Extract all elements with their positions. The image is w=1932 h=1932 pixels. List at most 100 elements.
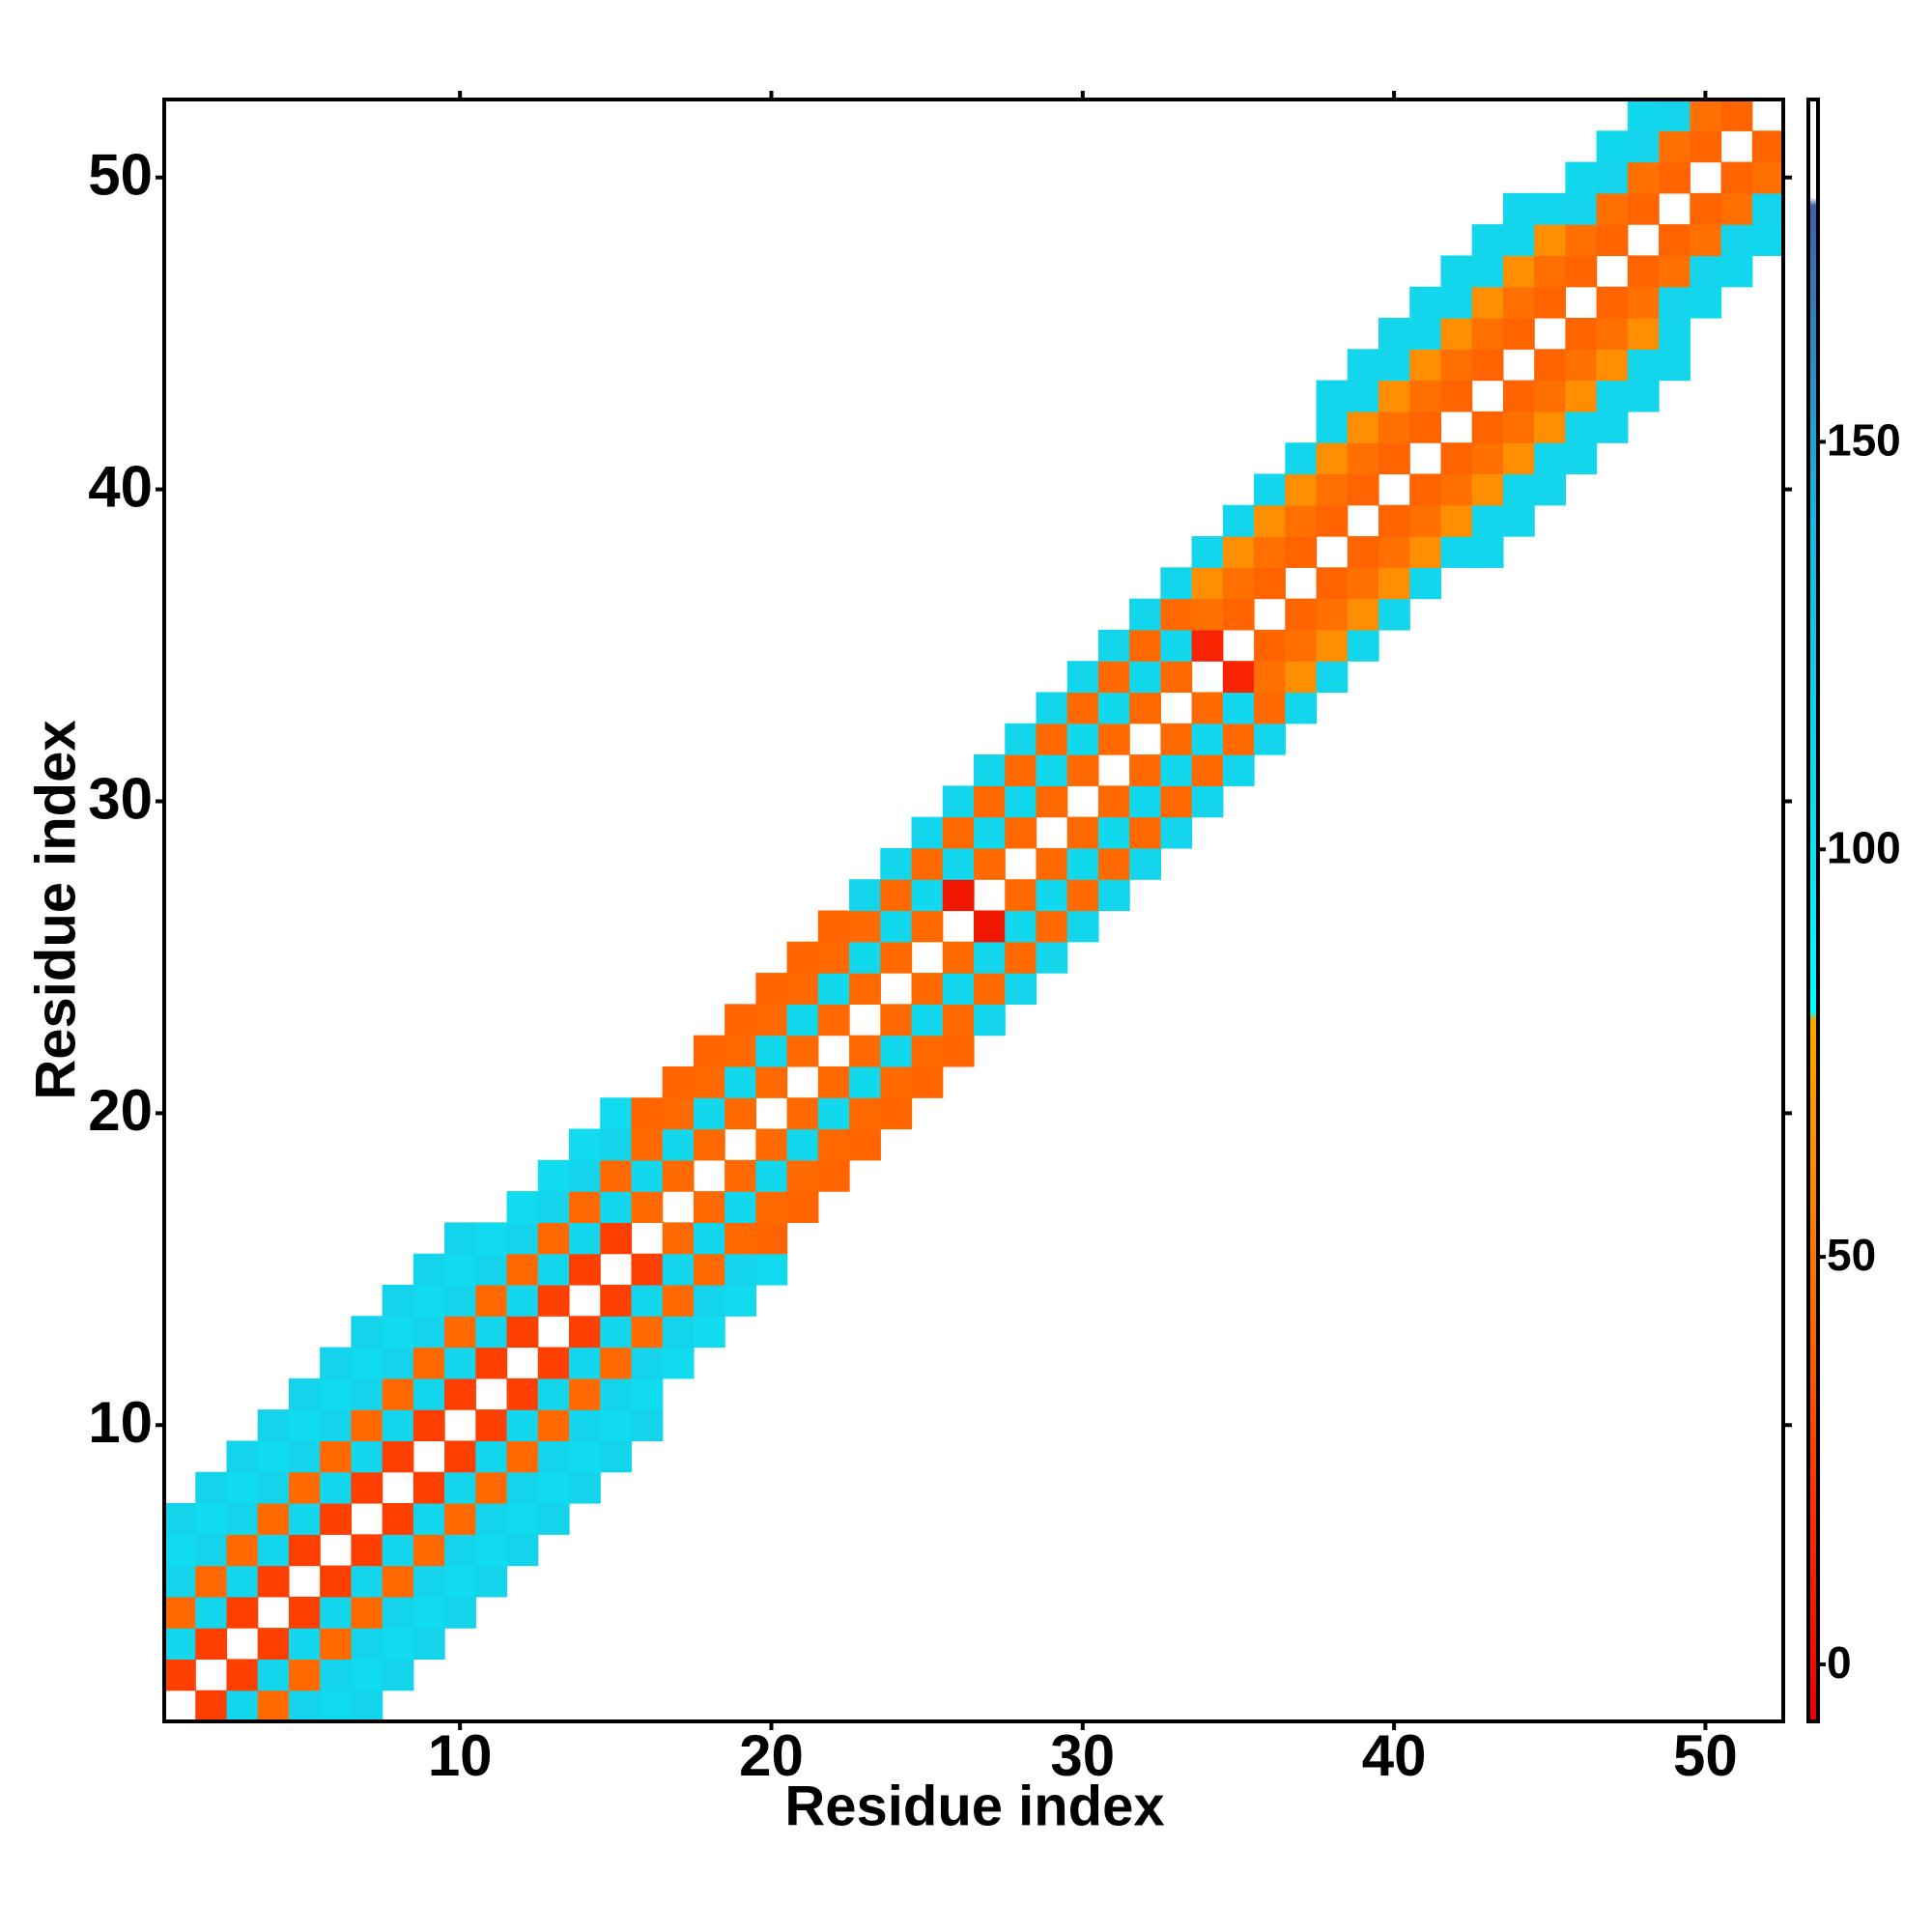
heatmap-cell — [1005, 754, 1037, 786]
heatmap-cell — [382, 1502, 414, 1535]
heatmap-cell — [755, 1159, 788, 1192]
heatmap-cell — [1378, 380, 1410, 412]
heatmap-cell — [412, 1316, 445, 1349]
heatmap-cell — [600, 1222, 633, 1255]
heatmap-cell — [1690, 224, 1722, 257]
heatmap-cell — [1347, 442, 1379, 475]
heatmap-cell — [1596, 224, 1629, 257]
heatmap-cell — [1378, 536, 1410, 568]
heatmap-cell — [475, 1502, 508, 1535]
heatmap-cell — [1409, 380, 1442, 412]
heatmap-cell — [257, 1659, 290, 1691]
heatmap-cell — [412, 1378, 445, 1410]
heatmap-cell — [164, 1565, 196, 1598]
heatmap-cell — [911, 910, 944, 943]
heatmap-cell — [1409, 473, 1442, 506]
heatmap-cell — [1471, 318, 1504, 350]
heatmap-cell — [1036, 754, 1068, 786]
heatmap-cell — [880, 1065, 913, 1098]
heatmap-cell — [1254, 661, 1286, 694]
heatmap-cell — [1378, 411, 1410, 443]
heatmap-cell — [288, 1690, 321, 1722]
heatmap-cell — [1036, 785, 1068, 818]
heatmap-cell — [942, 847, 975, 880]
heatmap-cell — [1596, 130, 1629, 163]
heatmap-cell — [817, 1159, 850, 1192]
heatmap-cell — [382, 1347, 414, 1379]
heatmap-cell — [475, 1222, 508, 1255]
heatmap-cell — [537, 1347, 570, 1379]
heatmap-cell — [1751, 161, 1784, 194]
heatmap-cell — [320, 1596, 352, 1629]
heatmap-cell — [724, 1284, 756, 1317]
heatmap-cell — [1659, 130, 1690, 163]
heatmap-cell — [1534, 224, 1566, 257]
heatmap-cell — [1285, 442, 1318, 475]
heatmap-cell — [1160, 598, 1193, 631]
heatmap-cell — [880, 879, 913, 912]
heatmap-cell — [631, 1159, 664, 1192]
heatmap-cell — [1440, 473, 1473, 506]
heatmap-cell — [1596, 380, 1629, 412]
heatmap-cell — [257, 1440, 290, 1473]
heatmap-cell — [1440, 380, 1473, 412]
heatmap-cell — [1471, 224, 1504, 257]
heatmap-cell — [600, 1191, 633, 1223]
heatmap-cell — [444, 1253, 476, 1286]
heatmap-cell — [974, 847, 1006, 880]
heatmap-cell — [506, 1253, 539, 1286]
heatmap-cell — [1751, 224, 1784, 257]
heatmap-cell — [1285, 536, 1318, 568]
heatmap-cell — [1129, 598, 1161, 631]
heatmap-cell — [1285, 598, 1318, 631]
heatmap-cell — [1347, 349, 1379, 382]
heatmap-cell — [1005, 973, 1037, 1005]
heatmap-cell — [662, 1222, 695, 1255]
heatmap-cell — [1627, 161, 1660, 194]
heatmap-cell — [942, 816, 975, 849]
heatmap-cell — [755, 1222, 788, 1255]
heatmap-cell — [755, 1253, 788, 1286]
heatmap-cell — [1534, 192, 1566, 225]
heatmap-cell — [974, 973, 1006, 1005]
heatmap-cell — [1502, 224, 1535, 257]
heatmap-cell — [662, 1347, 695, 1379]
heatmap-cell — [475, 1284, 508, 1317]
heatmap-cell — [1378, 504, 1410, 537]
heatmap-cell — [755, 1191, 788, 1223]
heatmap-cell — [537, 1502, 570, 1535]
heatmap-cell — [164, 1502, 196, 1535]
heatmap-cell — [1222, 536, 1255, 568]
heatmap-cell — [1627, 318, 1660, 350]
heatmap-cell — [1191, 567, 1224, 600]
heatmap-cell — [257, 1565, 290, 1598]
heatmap-cell — [569, 1191, 601, 1223]
heatmap-cell — [1440, 442, 1473, 475]
heatmap-cell — [1471, 349, 1504, 382]
heatmap-cell — [662, 1159, 695, 1192]
heatmap-cell — [444, 1534, 476, 1567]
heatmap-cell — [412, 1284, 445, 1317]
heatmap-cell — [1097, 629, 1130, 662]
heatmap-cell — [320, 1347, 352, 1379]
heatmap-cell — [382, 1565, 414, 1598]
heatmap-cell — [1534, 442, 1566, 475]
heatmap-cell — [288, 1534, 321, 1567]
heatmap-cell — [724, 1253, 756, 1286]
heatmap-cell — [1097, 661, 1130, 694]
heatmap-cell — [1690, 192, 1722, 225]
heatmap-cell — [320, 1378, 352, 1410]
heatmap-cell — [288, 1628, 321, 1661]
heatmap-cell — [1627, 380, 1660, 412]
heatmap-cell — [1254, 692, 1286, 724]
heatmap-cell — [786, 1128, 819, 1161]
heatmap-cell — [1254, 504, 1286, 537]
heatmap-cell — [662, 1284, 695, 1317]
colorbar-tick-label: 150 — [1827, 415, 1901, 466]
heatmap-cell — [631, 1097, 664, 1130]
heatmap-cell — [475, 1565, 508, 1598]
heatmap-cell — [880, 1035, 913, 1067]
heatmap-cell — [1097, 785, 1130, 818]
heatmap-cell — [226, 1690, 259, 1722]
